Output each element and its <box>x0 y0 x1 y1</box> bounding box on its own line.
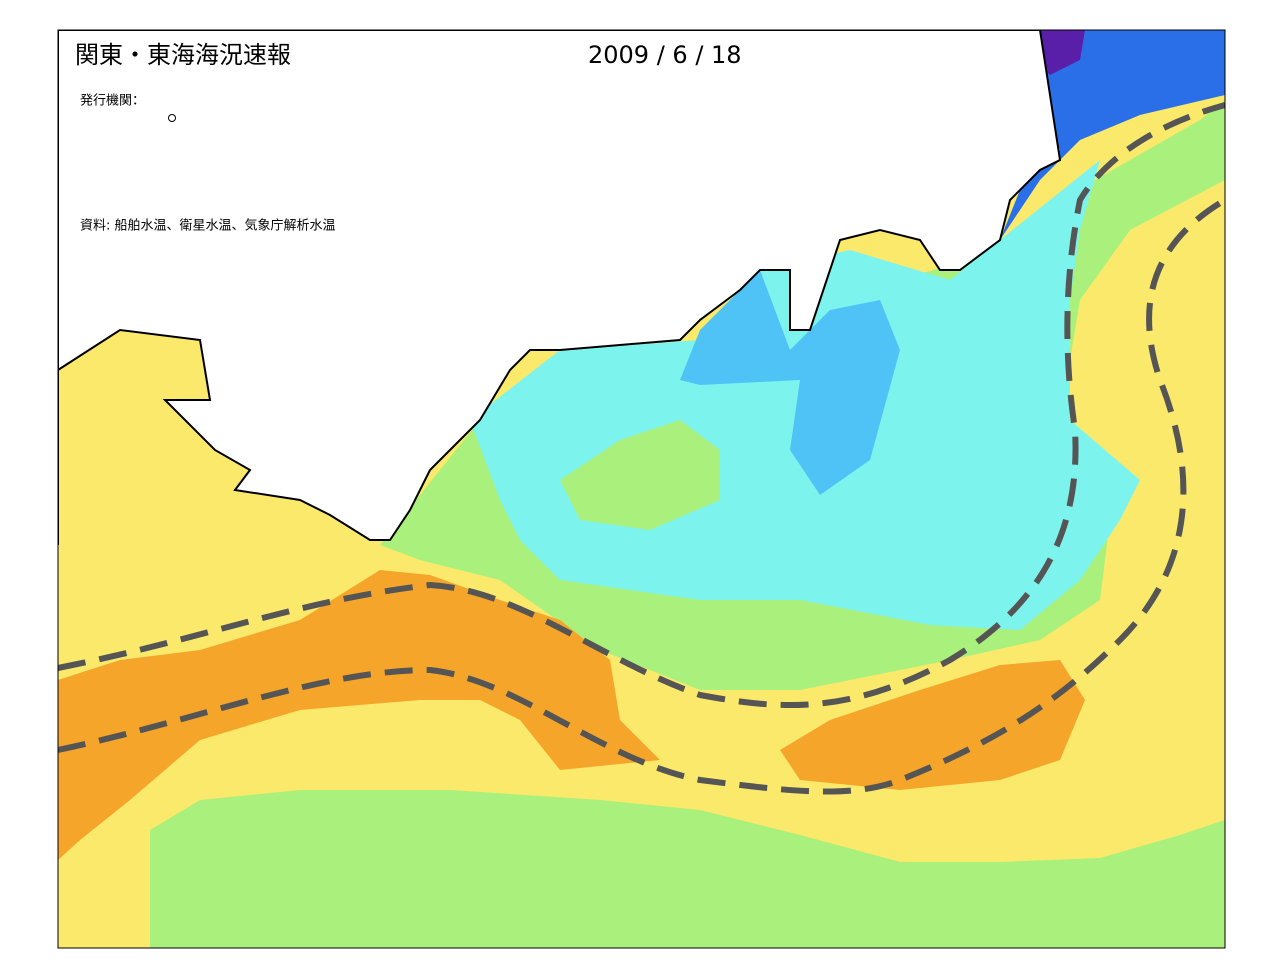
kuroshio-south <box>58 197 1225 795</box>
sea-orange-east <box>780 660 1085 790</box>
sea-purple <box>1035 30 1085 75</box>
date: 2009 / 6 / 18 <box>588 41 742 69</box>
sea-blue <box>1000 30 1225 240</box>
source: 資料: 船舶水温、衛星水温、気象庁解析水温 <box>80 218 336 234</box>
map-frame <box>57 29 1226 949</box>
sea-orange-west <box>58 570 660 860</box>
kuroshio-north <box>58 102 1225 708</box>
header-box <box>62 34 782 244</box>
sea-lightblue <box>680 270 900 495</box>
title: 関東・東海海況速報 <box>75 41 291 69</box>
sea-green-south <box>150 790 1225 948</box>
sea-green-eddy <box>560 420 720 530</box>
marker <box>168 114 176 122</box>
publisher-label: 発行機関： <box>80 94 145 109</box>
